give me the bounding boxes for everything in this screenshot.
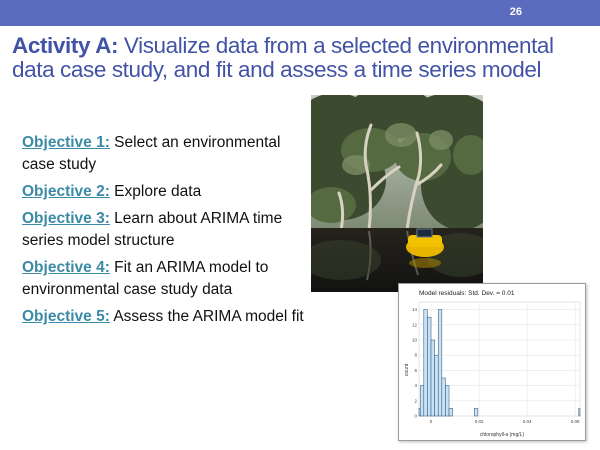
y-tick-label: 6 (414, 368, 417, 373)
histogram-bar (427, 316, 432, 417)
histogram-bar (441, 377, 446, 417)
histogram-bar (423, 309, 428, 417)
y-tick-label: 14 (412, 307, 418, 312)
histogram-chart: Model residuals: Std. Dev. = 0.01 count … (404, 290, 581, 438)
residuals-histogram: Model residuals: Std. Dev. = 0.01 count … (398, 283, 586, 441)
histogram-bar (448, 408, 453, 417)
x-tick-label: 0.06 (571, 419, 580, 424)
histogram-bar (474, 408, 479, 417)
chart-title: Model residuals: Std. Dev. = 0.01 (419, 290, 515, 297)
y-tick-label: 4 (414, 383, 417, 388)
objective-text: Fit an ARIMA model to environmental case… (22, 259, 269, 298)
x-axis-label: chlorophyll-a (mg/L) (480, 432, 525, 438)
histogram-bar (437, 309, 443, 417)
objective-link[interactable]: Objective 2: (22, 183, 110, 200)
objective-link[interactable]: Objective 5: (22, 308, 110, 325)
x-tick-label: 0.04 (523, 419, 532, 424)
y-tick-label: 10 (412, 338, 418, 343)
lake-buoy-illustration (311, 95, 483, 292)
y-tick-label: 0 (414, 414, 417, 419)
y-tick-label: 12 (412, 322, 418, 327)
objective-link[interactable]: Objective 4: (22, 259, 110, 276)
y-axis-label: count (404, 363, 410, 376)
header-bar (0, 0, 600, 26)
slide-number: 26 (509, 6, 522, 18)
slide-title-bold: Activity A: (12, 33, 119, 58)
objective-text: Explore data (109, 183, 202, 200)
objective-text: Assess the ARIMA model fit (109, 308, 304, 325)
objective-item: Objective 3: Learn about ARIMA time seri… (22, 208, 312, 252)
objective-link[interactable]: Objective 1: (22, 134, 110, 151)
objective-item: Objective 4: Fit an ARIMA model to envir… (22, 257, 312, 301)
histogram-bar (578, 408, 581, 417)
histogram-bar (430, 339, 435, 417)
histogram-bar (445, 385, 450, 417)
x-tick-label: 0.02 (475, 419, 484, 424)
x-tick-label: 0 (430, 419, 433, 424)
histogram-bar (419, 385, 425, 417)
y-tick-label: 2 (414, 398, 417, 403)
objective-item: Objective 5: Assess the ARIMA model fit (22, 306, 312, 328)
objective-item: Objective 1: Select an environmental cas… (22, 132, 312, 176)
objective-text: Learn about ARIMA time series model stru… (22, 210, 283, 249)
y-tick-label: 8 (414, 353, 417, 358)
objectives-list: Objective 1: Select an environmental cas… (22, 132, 312, 333)
objective-link[interactable]: Objective 3: (22, 210, 110, 227)
slide-title: Activity A: Visualize data from a select… (12, 34, 596, 82)
objective-text: Select an environmental case study (22, 134, 281, 173)
objective-item: Objective 2: Explore data (22, 181, 312, 203)
slide-title-rest: Visualize data from a selected environme… (12, 33, 554, 82)
histogram-bar (434, 354, 439, 417)
lake-buoy-photo (311, 95, 483, 292)
